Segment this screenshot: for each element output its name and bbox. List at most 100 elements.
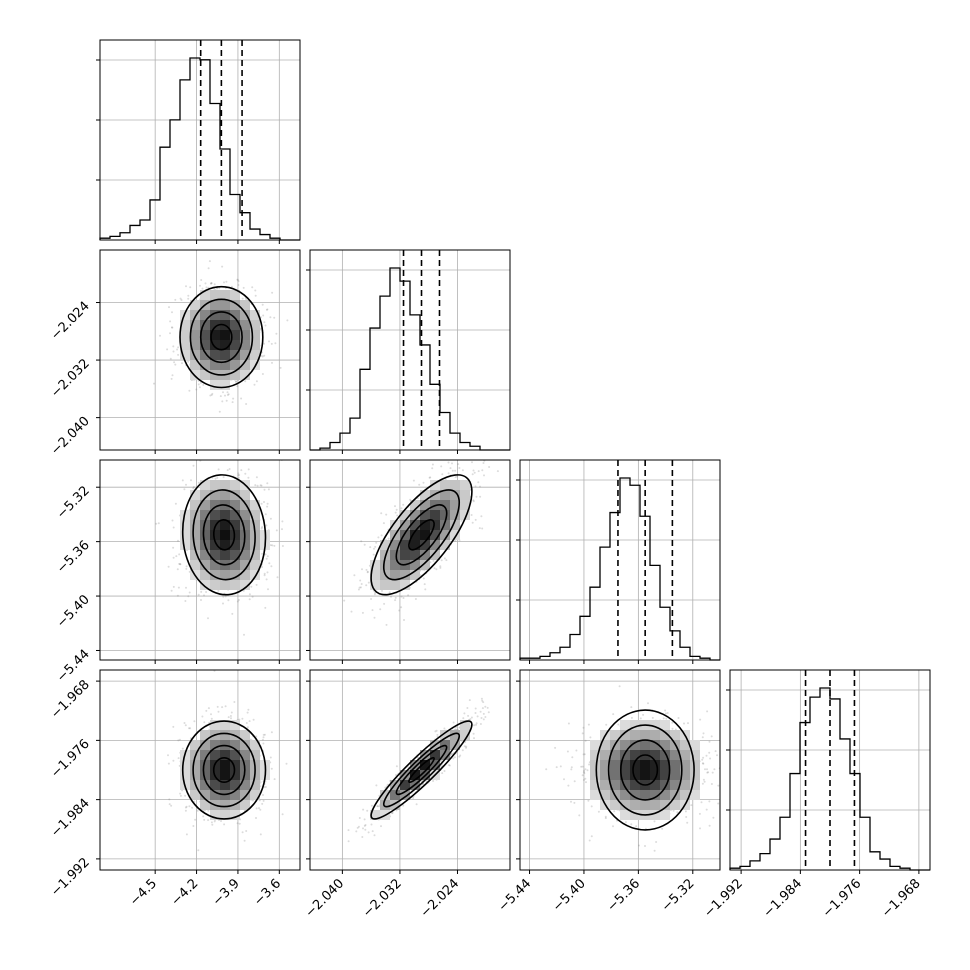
scatter-point — [431, 467, 434, 470]
scatter-point — [362, 808, 365, 811]
scatter-point — [480, 717, 483, 719]
scatter-point — [400, 595, 403, 598]
density-cell — [230, 760, 240, 770]
density-cell — [380, 800, 390, 810]
density-cell — [450, 500, 460, 510]
scatter-point — [187, 360, 190, 363]
density-cell — [220, 780, 230, 790]
density-cell — [230, 570, 240, 580]
scatter-point — [270, 767, 273, 770]
density-cell — [200, 570, 210, 580]
density-cell — [240, 310, 250, 320]
density-cell — [190, 530, 200, 540]
scatter-point — [435, 729, 438, 732]
scatter-point — [222, 391, 224, 394]
scatter-point — [245, 403, 248, 405]
scatter-point — [248, 720, 251, 723]
pair-frame-1-2 — [309, 459, 511, 661]
scatter-point — [210, 717, 213, 720]
scatter-point — [227, 599, 230, 602]
scatter-point — [482, 701, 485, 704]
density-cell — [390, 800, 400, 810]
density-cell — [420, 520, 430, 530]
density-cell — [180, 340, 190, 350]
density-cell — [400, 770, 410, 780]
scatter-point — [247, 476, 250, 479]
scatter-point — [402, 597, 405, 599]
density-cell — [250, 560, 260, 570]
scatter-point — [169, 357, 172, 360]
density-cell — [420, 750, 430, 760]
scatter-point — [394, 511, 397, 514]
scatter-point — [472, 450, 474, 452]
density-cell — [410, 560, 420, 570]
density-cell — [420, 560, 430, 570]
scatter-point — [155, 522, 158, 525]
scatter-point — [202, 809, 205, 812]
density-cell — [180, 770, 190, 780]
contour-0 — [408, 756, 435, 784]
scatter-point — [205, 591, 208, 593]
contour-3 — [370, 720, 473, 820]
scatter-point — [407, 594, 410, 597]
scatter-point — [275, 332, 278, 335]
scatter-point — [270, 565, 273, 568]
density-cell — [220, 350, 230, 360]
scatter-point — [183, 722, 186, 724]
scatter-point — [356, 826, 359, 829]
density-cell — [200, 770, 210, 780]
contour-1 — [202, 504, 246, 566]
density-cell — [210, 350, 220, 360]
density-cell — [210, 480, 220, 490]
scatter-point — [347, 829, 350, 832]
density-cell — [210, 510, 220, 520]
scatter-point — [172, 526, 175, 529]
scatter-point — [263, 321, 266, 324]
scatter-point — [218, 410, 221, 413]
scatter-point — [181, 479, 184, 482]
scatter-point — [458, 755, 461, 758]
density-cell — [200, 310, 210, 320]
scatter-point — [377, 536, 380, 539]
scatter-point — [270, 342, 273, 345]
scatter-point — [171, 374, 174, 377]
scatter-point — [365, 568, 368, 571]
scatter-point — [448, 764, 451, 767]
contour-3 — [370, 474, 473, 596]
scatter-point — [379, 608, 382, 611]
scatter-point — [236, 279, 239, 281]
density-cell — [190, 310, 200, 320]
density-cell — [210, 330, 220, 340]
scatter-point — [454, 469, 457, 472]
density-cell — [230, 370, 240, 380]
density-cell — [200, 510, 210, 520]
density-cell — [240, 800, 250, 810]
density-cell — [420, 760, 430, 770]
density-cell — [220, 300, 230, 310]
scatter-point — [197, 593, 200, 596]
scatter-point — [175, 555, 178, 558]
scatter-point — [268, 340, 270, 343]
density-cell — [200, 290, 210, 300]
scatter-point — [394, 596, 397, 599]
density-cell — [240, 490, 250, 500]
density-cell — [190, 520, 200, 530]
scatter-point — [261, 303, 264, 306]
density-cell — [410, 550, 420, 560]
density-cell — [240, 320, 250, 330]
pair-frame-0-2 — [99, 459, 301, 661]
density-cell — [410, 540, 420, 550]
density-cell — [230, 330, 240, 340]
scatter-point — [454, 539, 457, 542]
density-cell — [210, 720, 220, 730]
density-cell — [450, 490, 460, 500]
scatter-point — [458, 726, 461, 729]
scatter-point — [237, 284, 240, 286]
scatter-point — [185, 567, 188, 570]
pair-panel-0-1 — [100, 250, 300, 450]
scatter-point — [213, 820, 216, 823]
scatter-point — [432, 780, 435, 782]
scatter-point — [221, 265, 224, 268]
scatter-point — [376, 805, 379, 808]
scatter-point — [482, 718, 485, 721]
